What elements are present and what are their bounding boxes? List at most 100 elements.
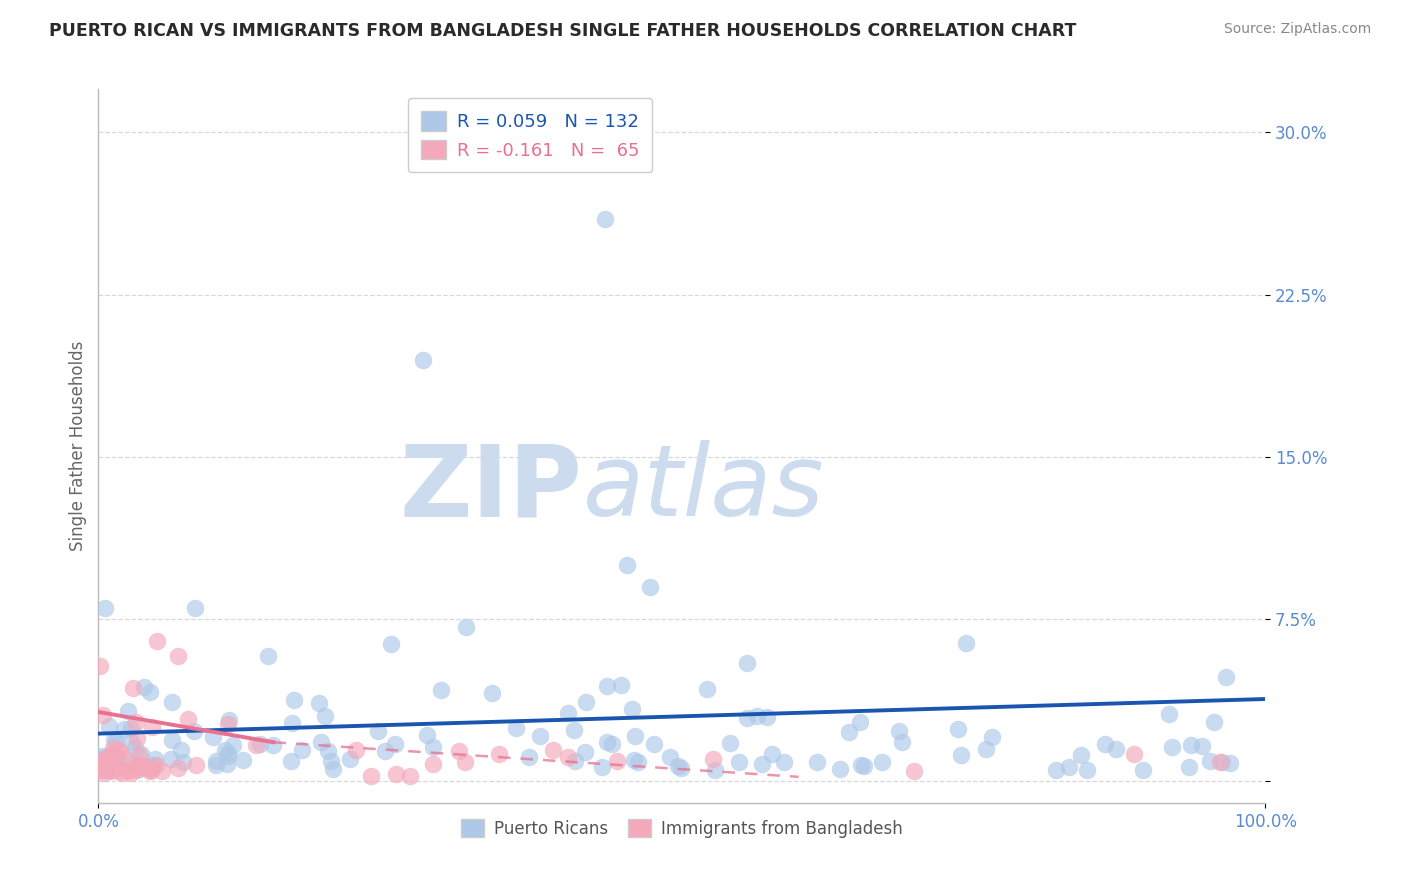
Point — [456, 619, 478, 633]
Point — [948, 723, 970, 737]
Point — [1161, 739, 1184, 754]
Point — [1057, 760, 1080, 774]
Point — [104, 734, 127, 748]
Point — [1094, 737, 1116, 751]
Point — [416, 728, 439, 742]
Point — [93, 762, 115, 776]
Point — [773, 755, 796, 769]
Point — [591, 760, 613, 774]
Point — [170, 742, 193, 756]
Point — [422, 740, 444, 755]
Point — [1178, 760, 1201, 774]
Point — [669, 761, 692, 775]
Point — [1211, 755, 1233, 769]
Point — [132, 680, 155, 694]
Point — [222, 739, 245, 753]
Point — [118, 756, 141, 770]
Point — [980, 730, 1002, 744]
Point — [344, 743, 367, 757]
Point — [120, 766, 142, 780]
Point — [217, 749, 239, 764]
Point — [308, 696, 330, 710]
Point — [117, 763, 139, 777]
Point — [606, 754, 628, 768]
Point — [851, 758, 873, 772]
Point — [529, 729, 551, 743]
Text: ZIP: ZIP — [399, 441, 582, 537]
Point — [103, 733, 125, 747]
Point — [166, 760, 188, 774]
Point — [89, 658, 111, 673]
Point — [745, 709, 768, 723]
Point — [217, 747, 239, 761]
Point — [643, 737, 665, 751]
Point — [624, 729, 647, 743]
Point — [1191, 739, 1213, 754]
Point — [1105, 742, 1128, 756]
Point — [145, 757, 167, 772]
Point — [955, 635, 977, 649]
Point — [96, 759, 118, 773]
Point — [1215, 670, 1237, 684]
Point — [374, 744, 396, 758]
Point — [1199, 755, 1222, 769]
Point — [139, 764, 162, 779]
Point — [385, 767, 408, 781]
Point — [204, 755, 226, 769]
Point — [314, 708, 336, 723]
Point — [138, 684, 160, 698]
Point — [139, 763, 162, 777]
Point — [1219, 756, 1241, 770]
Point — [143, 752, 166, 766]
Point — [232, 754, 254, 768]
Point — [245, 738, 267, 752]
Point — [543, 743, 565, 757]
Point — [596, 735, 619, 749]
Point — [309, 735, 332, 749]
Point — [852, 758, 875, 772]
Point — [950, 747, 973, 762]
Point — [283, 693, 305, 707]
Point — [262, 738, 284, 752]
Point — [108, 764, 131, 778]
Point — [481, 686, 503, 700]
Point — [93, 751, 115, 765]
Point — [1070, 747, 1092, 762]
Point — [150, 764, 173, 778]
Point — [291, 743, 314, 757]
Point — [623, 753, 645, 767]
Point — [90, 763, 112, 777]
Point — [94, 758, 117, 772]
Point — [146, 633, 169, 648]
Point — [574, 745, 596, 759]
Point — [135, 759, 157, 773]
Point — [217, 716, 239, 731]
Point — [120, 735, 142, 749]
Point — [125, 763, 148, 777]
Point — [107, 744, 129, 758]
Point — [761, 747, 783, 761]
Point — [756, 710, 779, 724]
Point — [166, 649, 188, 664]
Point — [1045, 763, 1067, 777]
Point — [1202, 714, 1225, 729]
Point — [160, 751, 183, 765]
Point — [101, 747, 124, 762]
Point — [128, 747, 150, 762]
Point — [399, 769, 422, 783]
Point — [124, 741, 146, 756]
Point — [384, 737, 406, 751]
Legend: Puerto Ricans, Immigrants from Bangladesh: Puerto Ricans, Immigrants from Banglades… — [454, 813, 910, 845]
Point — [256, 649, 278, 664]
Point — [128, 758, 150, 772]
Point — [93, 756, 115, 770]
Point — [828, 762, 851, 776]
Point — [1180, 739, 1202, 753]
Point — [751, 757, 773, 772]
Point — [658, 750, 681, 764]
Point — [93, 766, 115, 780]
Point — [280, 754, 302, 768]
Point — [735, 711, 758, 725]
Point — [1132, 763, 1154, 777]
Point — [98, 718, 121, 732]
